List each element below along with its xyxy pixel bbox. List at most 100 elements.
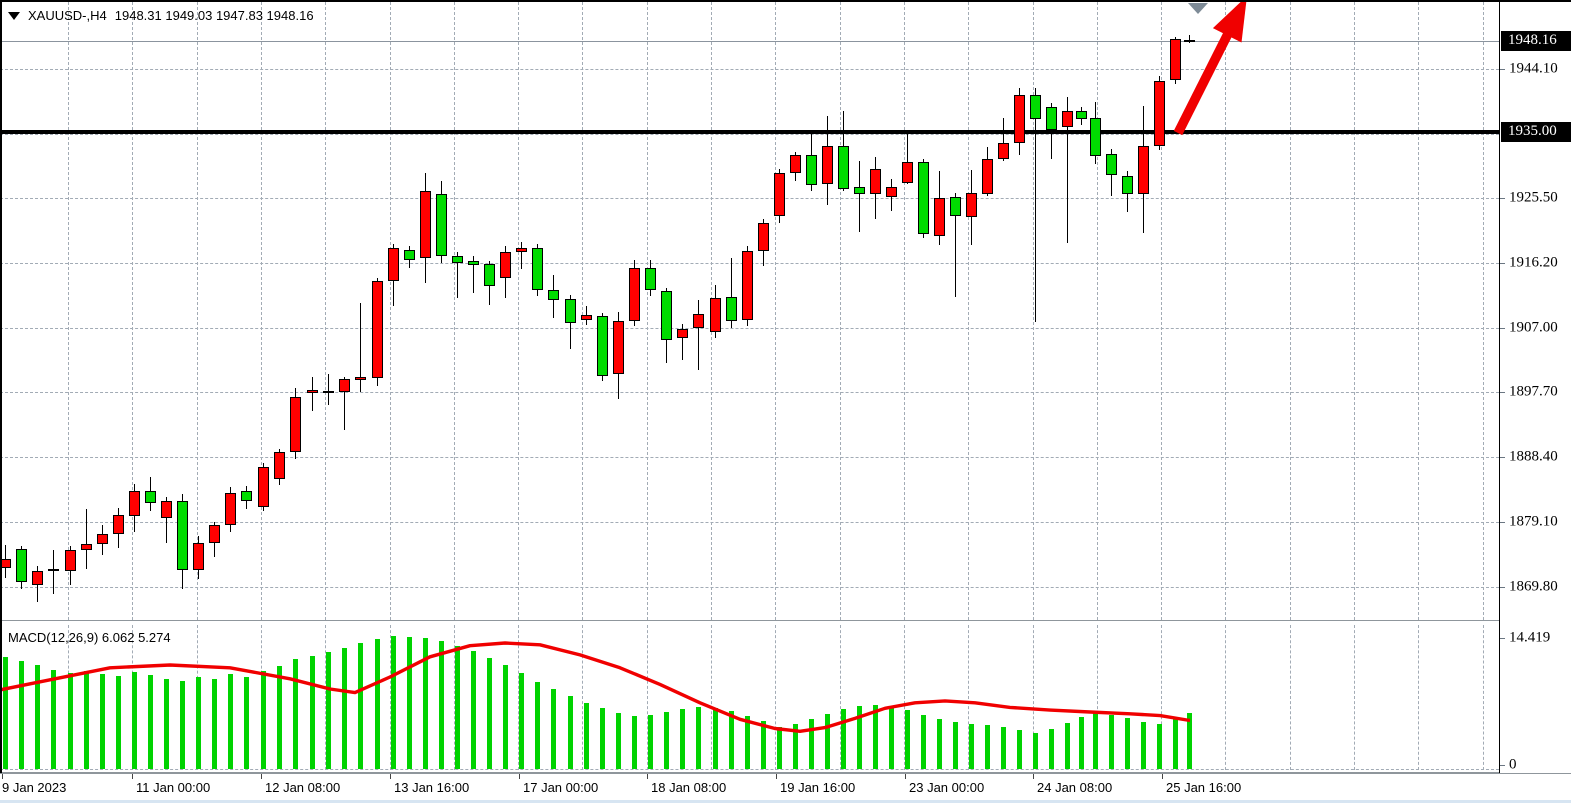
macd-histogram-bar — [985, 724, 990, 769]
time-axis[interactable]: 9 Jan 2023 11 Jan 00:00 12 Jan 08:00 13 Jan… — [0, 773, 1571, 803]
macd-histogram-bar — [310, 655, 315, 769]
candle-wick — [1067, 96, 1068, 243]
candle-wick — [521, 241, 522, 270]
candle — [661, 290, 672, 340]
gridline-vertical — [1225, 625, 1226, 770]
price-tick-label: 1897.70 — [1509, 383, 1558, 400]
macd-histogram-bar — [244, 677, 249, 769]
support-resistance-line[interactable] — [0, 130, 1499, 134]
candle-wick — [955, 192, 956, 298]
macd-histogram-bar — [1187, 713, 1192, 769]
gridline-vertical — [1290, 2, 1291, 620]
macd-histogram-bar — [632, 715, 637, 769]
candle-wick — [312, 377, 313, 411]
time-axis-tick — [261, 774, 262, 779]
candle — [241, 491, 252, 502]
chart-header: XAUUSD-,H4 1948.31 1949.03 1947.83 1948.… — [8, 8, 314, 23]
time-tick-label: 23 Jan 00:00 — [909, 780, 985, 795]
gridline-vertical — [840, 2, 841, 620]
macd-histogram-bar — [905, 710, 910, 769]
gridline-vertical — [582, 625, 583, 770]
symbol-period-label: XAUUSD-,H4 — [28, 8, 107, 23]
macd-histogram-bar — [616, 712, 621, 769]
gridline-vertical — [775, 625, 776, 770]
macd-histogram-bar — [358, 642, 363, 769]
macd-histogram-bar — [1109, 714, 1114, 769]
gridline-vertical — [132, 2, 133, 620]
time-tick-label: 13 Jan 16:00 — [394, 780, 470, 795]
candle — [225, 492, 236, 525]
candle — [645, 267, 656, 290]
gridline-horizontal — [0, 587, 1499, 588]
candle — [129, 490, 140, 517]
macd-histogram-bar — [761, 721, 766, 769]
candle — [113, 514, 124, 534]
gridline-vertical — [1418, 2, 1419, 620]
candle-wick — [344, 377, 345, 431]
macd-histogram-bar — [889, 707, 894, 769]
candle — [726, 297, 737, 321]
candle — [548, 289, 559, 300]
candle — [209, 524, 220, 543]
price-axis[interactable]: 1944.10 1925.50 1916.20 1907.00 1897.70 1888.… — [1499, 0, 1571, 773]
macd-histogram-bar — [1141, 722, 1146, 769]
macd-histogram-bar — [164, 678, 169, 769]
candle — [629, 267, 640, 321]
macd-histogram-bar — [921, 714, 926, 769]
price-tick-label: 1888.40 — [1509, 448, 1558, 465]
macd-indicator-panel[interactable] — [0, 625, 1499, 772]
macd-histogram-bar — [487, 657, 492, 769]
macd-histogram-bar — [809, 719, 814, 769]
macd-histogram-bar — [729, 711, 734, 769]
gridline-vertical — [454, 2, 455, 620]
time-tick-label: 9 Jan 2023 — [2, 780, 67, 795]
macd-histogram-bar — [519, 673, 524, 769]
gridline-horizontal — [0, 328, 1499, 329]
candle — [468, 261, 479, 266]
candle — [613, 320, 624, 375]
macd-histogram-bar — [793, 723, 798, 769]
macd-histogram-bar — [857, 706, 862, 769]
price-axis-tick — [1500, 765, 1505, 766]
window-border-left — [0, 0, 2, 773]
candle — [516, 247, 527, 252]
price-tick-label: 1869.80 — [1509, 578, 1558, 595]
macd-histogram-bar — [1049, 728, 1054, 769]
candle — [339, 378, 350, 393]
macd-histogram-bar — [293, 658, 298, 769]
price-chart-panel[interactable] — [0, 0, 1499, 620]
triangle-marker-icon[interactable] — [1188, 3, 1208, 14]
candle — [97, 533, 108, 545]
macd-histogram-bar — [953, 722, 958, 769]
gridline-vertical — [711, 625, 712, 770]
gridline-vertical — [390, 2, 391, 620]
macd-histogram-bar — [937, 719, 942, 769]
candle — [16, 549, 27, 582]
gridline-vertical — [1354, 2, 1355, 620]
candle-wick — [1003, 117, 1004, 161]
macd-histogram-bar — [503, 665, 508, 769]
macd-histogram-bar — [680, 709, 685, 769]
candle-wick — [1035, 87, 1036, 323]
macd-histogram-bar — [713, 708, 718, 769]
macd-histogram-bar — [196, 677, 201, 769]
price-axis-tick — [1500, 522, 1505, 523]
price-axis-tick — [1500, 457, 1505, 458]
gridline-vertical — [1483, 625, 1484, 770]
candle — [1184, 39, 1195, 42]
gridline-vertical — [647, 2, 648, 620]
macd-histogram-bar — [391, 636, 396, 769]
macd-histogram-bar — [212, 678, 217, 769]
gridline-horizontal — [0, 522, 1499, 523]
macd-histogram-bar — [3, 656, 8, 769]
macd-histogram-bar — [342, 647, 347, 769]
gridline-vertical — [904, 2, 905, 620]
macd-histogram-bar — [228, 674, 233, 769]
candle — [355, 377, 366, 380]
time-axis-tick — [776, 774, 777, 779]
candle — [1106, 153, 1117, 176]
panel-separator[interactable] — [0, 620, 1500, 621]
candle-wick — [166, 496, 167, 543]
time-tick-label: 19 Jan 16:00 — [780, 780, 856, 795]
price-tick-label: 1879.10 — [1509, 513, 1558, 530]
